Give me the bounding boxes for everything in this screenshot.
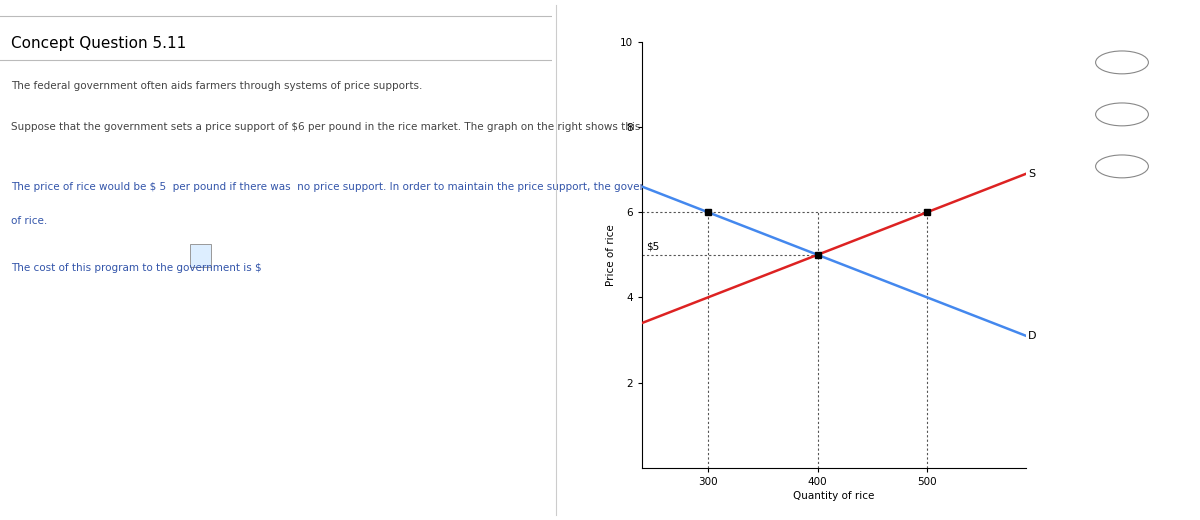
Text: Concept Question 5.11: Concept Question 5.11 bbox=[11, 36, 186, 51]
X-axis label: Quantity of rice: Quantity of rice bbox=[793, 491, 875, 501]
Text: of rice.: of rice. bbox=[11, 216, 47, 226]
Text: The federal government often aids farmers through systems of price supports.: The federal government often aids farmer… bbox=[11, 81, 422, 90]
Text: Suppose that the government sets a price support of $6 per pound in the rice mar: Suppose that the government sets a price… bbox=[11, 122, 692, 132]
Text: D: D bbox=[1028, 331, 1037, 341]
Y-axis label: Price of rice: Price of rice bbox=[606, 224, 616, 285]
FancyBboxPatch shape bbox=[191, 244, 211, 267]
Text: $5: $5 bbox=[647, 241, 660, 251]
Text: S: S bbox=[1028, 169, 1036, 179]
Text: The cost of this program to the government is $: The cost of this program to the governme… bbox=[11, 263, 262, 272]
Text: The price of rice would be $ 5  per pound if there was  no price support. In ord: The price of rice would be $ 5 per pound… bbox=[11, 182, 863, 192]
